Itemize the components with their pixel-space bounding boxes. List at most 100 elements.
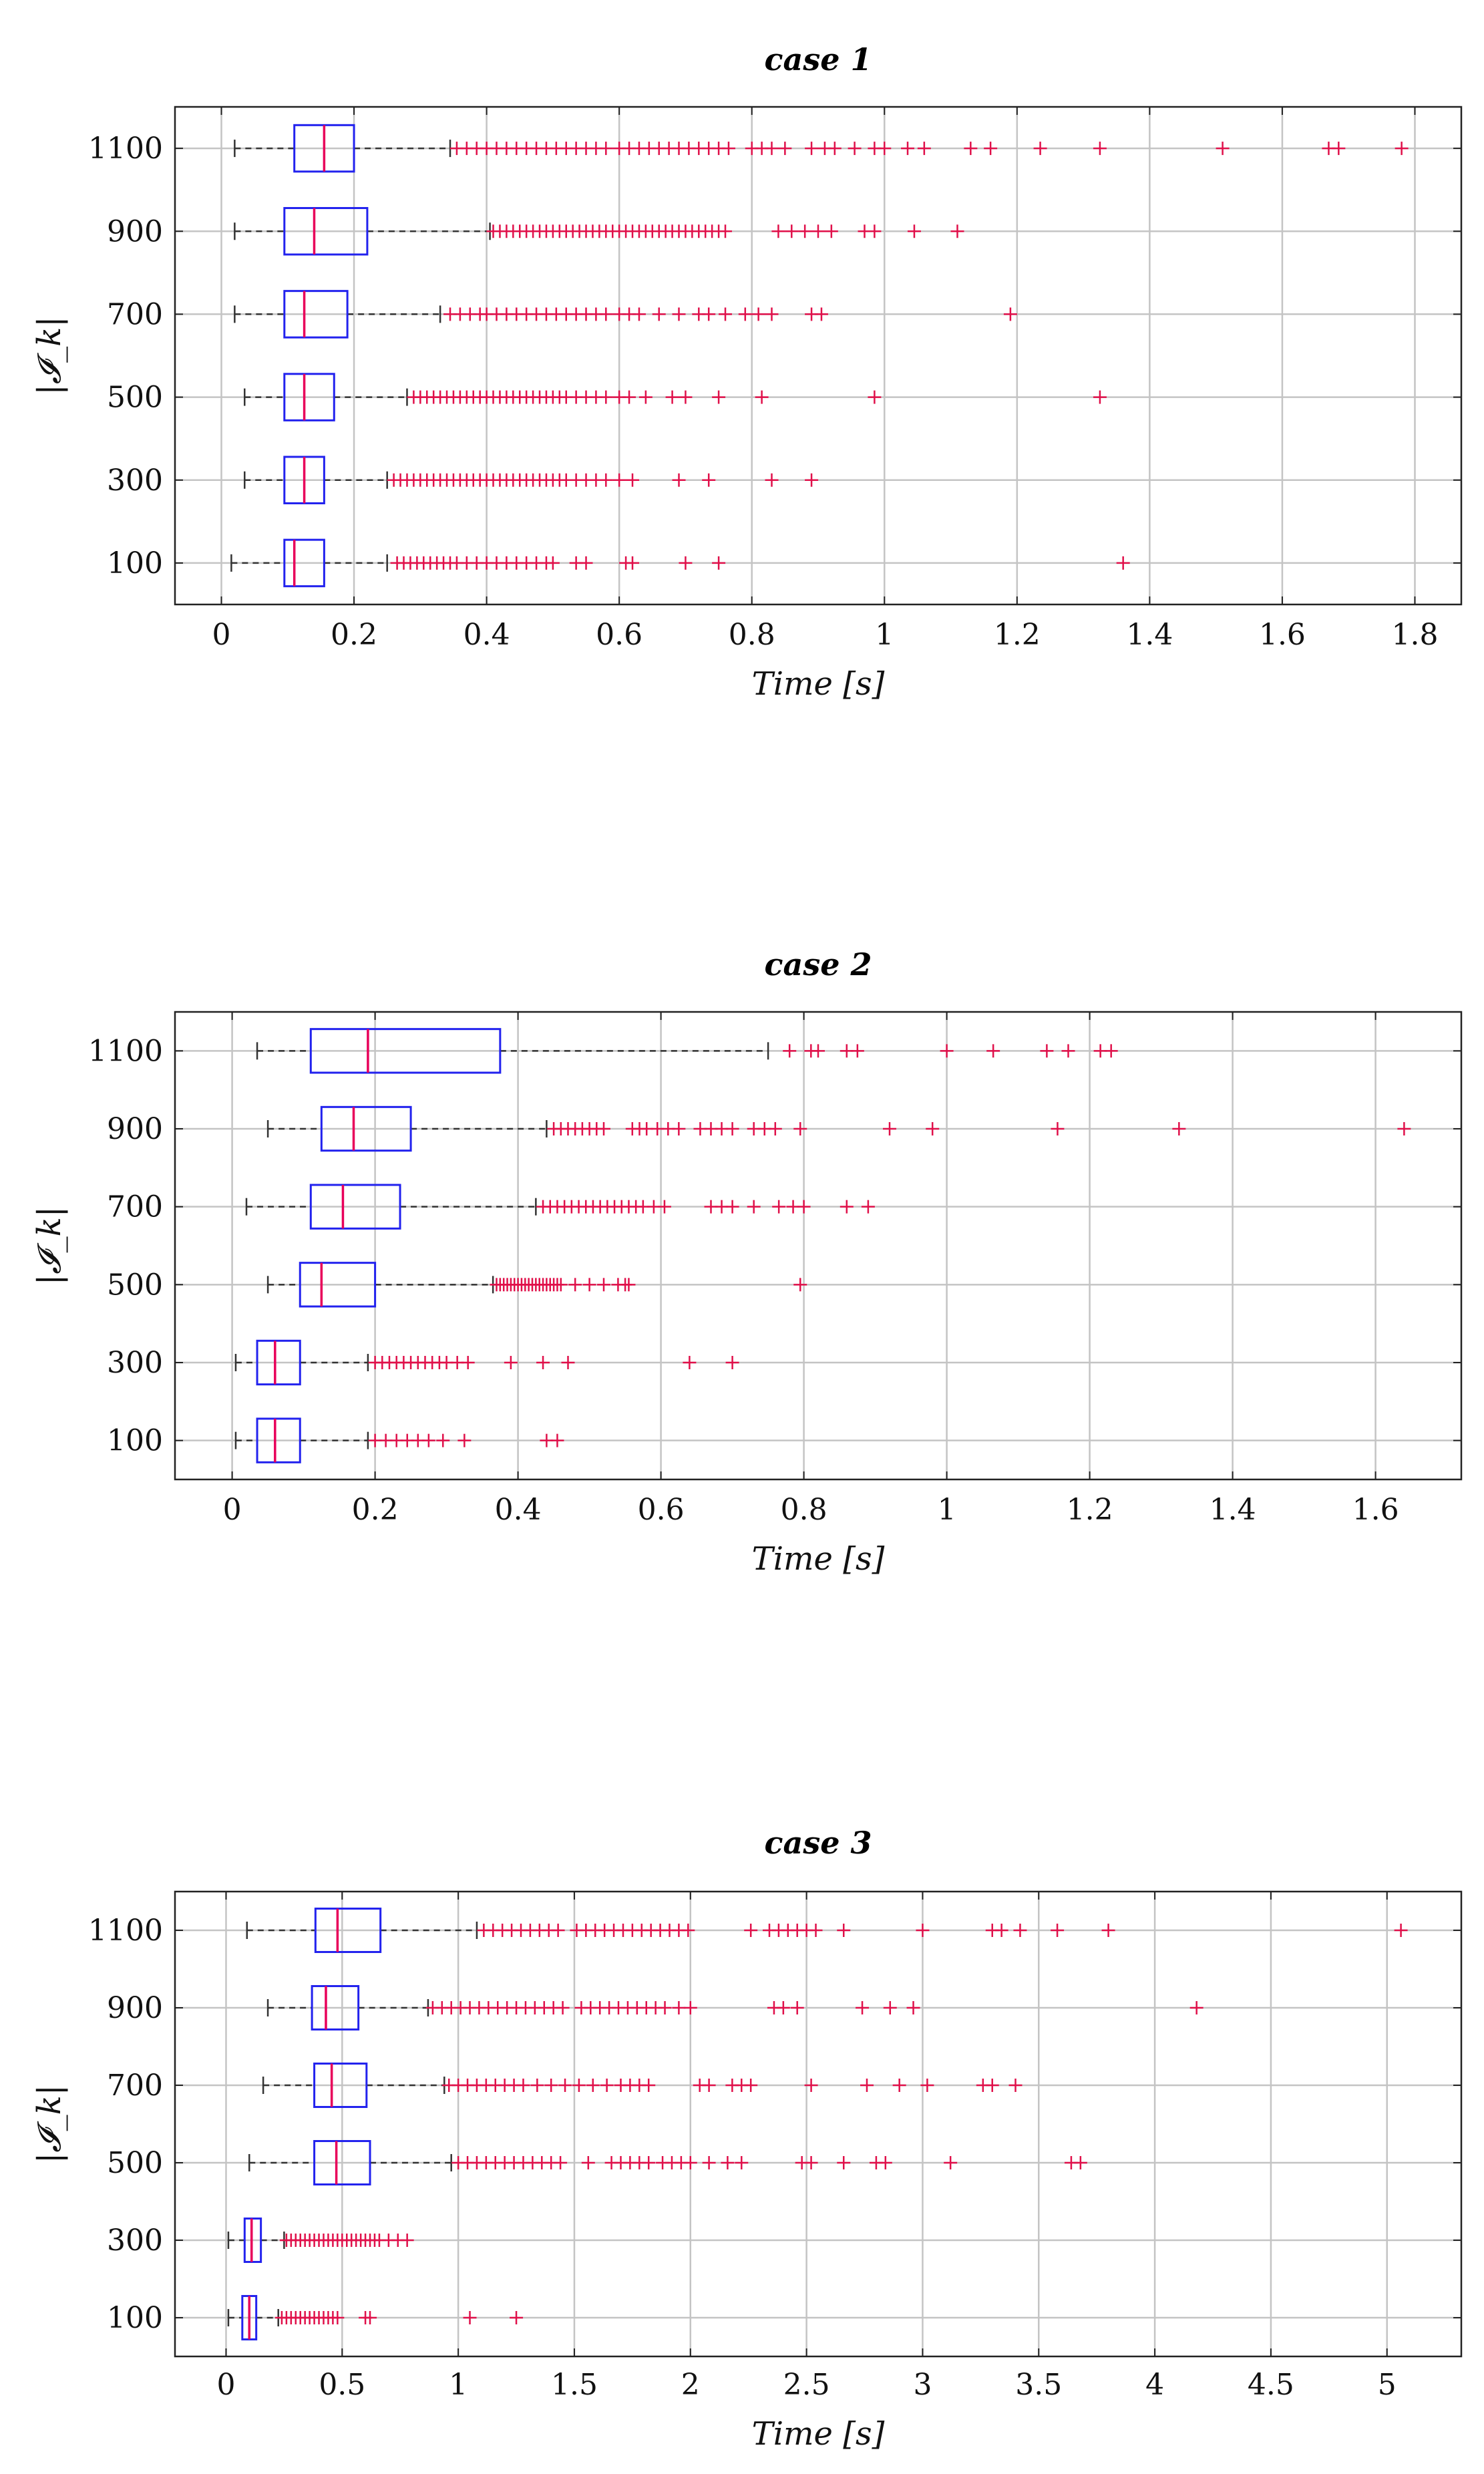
outlier-marker (776, 2001, 790, 2014)
outlier-marker (558, 2079, 572, 2092)
outlier-marker (554, 2156, 568, 2169)
x-tick-label: 1.5 (551, 2368, 598, 2402)
x-tick-label: 0.2 (352, 1493, 399, 1527)
outlier-marker (765, 307, 779, 321)
outlier-marker (568, 1278, 582, 1292)
box-iqr (311, 1985, 360, 2030)
outlier-marker (463, 2311, 477, 2324)
outlier-marker (544, 2079, 558, 2092)
box-iqr (299, 1262, 377, 1308)
outlier-marker (878, 142, 892, 156)
outlier-marker (702, 473, 716, 487)
x-tick-label: 0.4 (495, 1493, 542, 1527)
box-iqr (283, 290, 349, 339)
outlier-marker (530, 2079, 544, 2092)
outlier-marker (1397, 1122, 1411, 1135)
outlier-marker (719, 224, 733, 238)
y-tick-label: 300 (107, 2224, 163, 2258)
outlier-marker (738, 307, 752, 321)
outlier-marker (665, 390, 679, 404)
outlier-marker (907, 224, 921, 238)
outlier-marker (597, 1278, 610, 1292)
outlier-marker (785, 224, 799, 238)
outlier-marker (804, 2156, 818, 2169)
outlier-marker (599, 142, 613, 156)
outlier-marker (850, 1044, 864, 1058)
outlier-marker (917, 142, 931, 156)
y-tick-label: 700 (107, 297, 163, 331)
outlier-marker (683, 2156, 697, 2169)
outlier-marker (572, 2079, 586, 2092)
y-tick-label: 1100 (88, 1914, 163, 1948)
outlier-marker (642, 2079, 656, 2092)
box-iqr (283, 373, 335, 421)
outlier-marker (632, 307, 646, 321)
outlier-marker (626, 473, 640, 487)
outlier-marker (600, 2079, 614, 2092)
x-tick-label: 1.2 (994, 618, 1041, 652)
outlier-marker (457, 1433, 472, 1447)
outlier-marker (901, 142, 915, 156)
outlier-marker (883, 1122, 896, 1135)
x-tick-label: 5 (1378, 2368, 1397, 2402)
box-group-500 (243, 373, 1107, 421)
x-tick-label: 0.8 (729, 618, 775, 652)
x-axis-label: Time [s] (752, 2415, 885, 2453)
outlier-marker (1033, 142, 1047, 156)
outlier-marker (702, 307, 716, 321)
y-tick-label: 100 (107, 2301, 163, 2335)
outlier-marker (984, 142, 998, 156)
x-tick-label: 4 (1145, 2368, 1164, 2402)
outlier-marker (681, 1924, 695, 1937)
box-iqr (309, 1028, 502, 1074)
x-tick-label: 1.8 (1392, 618, 1439, 652)
outlier-marker (744, 2079, 758, 2092)
outlier-marker (516, 2079, 530, 2092)
y-tick-label: 900 (107, 214, 163, 248)
y-axis-label: |𝓘_k| (31, 1206, 68, 1285)
outlier-marker (550, 1433, 564, 1447)
y-axis-label: |𝓘_k| (31, 317, 68, 395)
box-group-700 (245, 1184, 875, 1230)
x-axis-label: Time [s] (752, 1540, 885, 1578)
outlier-marker (363, 2311, 377, 2324)
outlier-marker (1061, 1044, 1075, 1058)
y-tick-label: 500 (107, 1268, 163, 1302)
outlier-marker (837, 2156, 851, 2169)
outlier-marker (1003, 307, 1017, 321)
outlier-marker (683, 2001, 697, 2014)
y-axis-label: |𝓘_k| (31, 2085, 68, 2163)
outlier-marker (755, 390, 769, 404)
outlier-marker (1104, 1044, 1118, 1058)
outlier-marker (809, 1924, 823, 1937)
outlier-marker (1172, 1122, 1186, 1135)
outlier-marker (551, 1924, 565, 1937)
outlier-marker (561, 1356, 575, 1369)
x-tick-label: 0 (212, 618, 230, 652)
outlier-marker (1073, 2156, 1087, 2169)
outlier-marker (622, 390, 636, 404)
box-group-300 (227, 2218, 414, 2263)
outlier-marker (725, 1200, 739, 1214)
x-tick-label: 0 (223, 1493, 242, 1527)
outlier-marker (811, 1044, 825, 1058)
outlier-marker (1216, 142, 1230, 156)
box-group-900 (266, 1985, 1203, 2030)
y-tick-label: 500 (107, 2146, 163, 2180)
x-tick-label: 1.2 (1067, 1493, 1113, 1527)
box-group-1100 (234, 124, 1409, 173)
y-tick-label: 500 (107, 381, 163, 415)
outlier-marker (461, 1356, 475, 1369)
outlier-marker (582, 1278, 596, 1292)
outlier-marker (840, 1200, 854, 1214)
outlier-marker (797, 1200, 811, 1214)
plot-frame (174, 106, 1463, 606)
outlier-marker (554, 1278, 568, 1292)
outlier-marker (1013, 1924, 1027, 1937)
outlier-marker (331, 2311, 345, 2324)
y-tick-label: 900 (107, 1112, 163, 1146)
outlier-marker (783, 1044, 797, 1058)
outlier-marker (657, 1200, 671, 1214)
x-axis-label: Time [s] (752, 665, 885, 703)
